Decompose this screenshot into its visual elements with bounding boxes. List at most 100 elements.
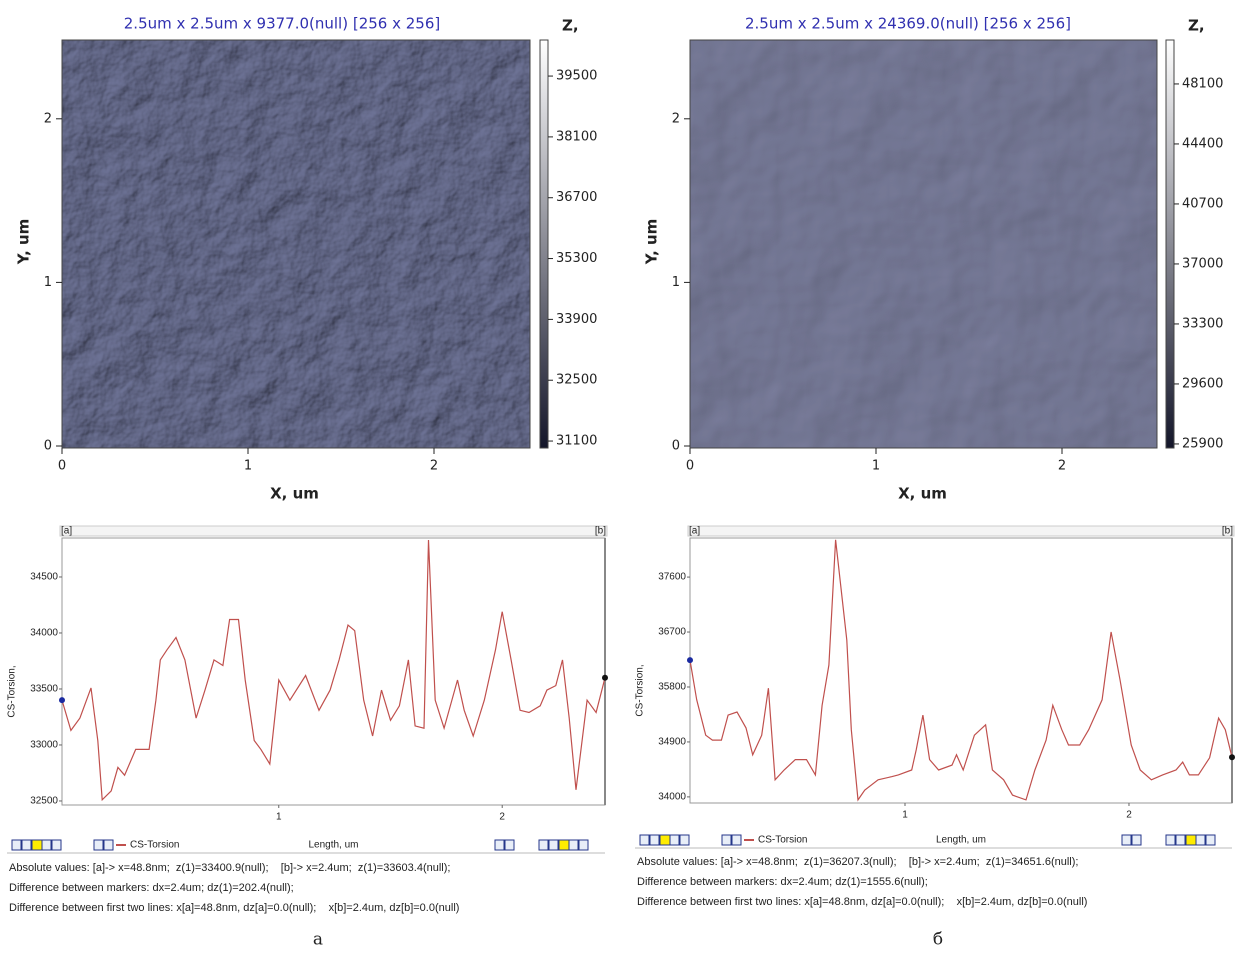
x-tick-label: 1 <box>872 459 880 474</box>
colorbar-tick-label: 29600 <box>1182 376 1223 391</box>
marker-a-label: [a] <box>61 526 72 537</box>
image-frame <box>61 39 531 449</box>
caption: б <box>933 930 943 950</box>
y-tick-label: 0 <box>672 439 680 454</box>
y-axis-label: CS-Torsion, <box>635 664 646 716</box>
y-tick-label: 34500 <box>30 572 58 583</box>
toolbar-button <box>649 834 660 846</box>
marker-b-label: [b] <box>595 526 606 537</box>
colorbar-tick-label: 40700 <box>1182 196 1223 211</box>
y-tick-label: 34000 <box>30 628 58 639</box>
colorbar-tick-label: 37000 <box>1182 256 1223 271</box>
colorbar-tick-label: 33300 <box>1182 316 1223 331</box>
x-tick-label: 2 <box>1058 459 1066 474</box>
x-tick-label: 1 <box>902 810 908 821</box>
toolbar-button <box>103 839 114 851</box>
toolbar-button <box>721 834 732 846</box>
toolbar-button <box>1121 834 1132 846</box>
y-tick-label: 33500 <box>30 684 58 695</box>
plot-area <box>61 537 606 806</box>
afm-image <box>62 40 530 448</box>
y-tick-label: 36700 <box>658 627 686 638</box>
x-tick-label: 1 <box>276 812 282 823</box>
x-tick-label: 2 <box>430 459 438 474</box>
status-line: Difference between markers: dx=2.4um; dz… <box>9 882 294 894</box>
colorbar-tick-label: 39500 <box>556 69 597 84</box>
y-axis-label: Y, um <box>15 219 33 266</box>
toolbar-button <box>578 839 589 851</box>
toolbar-button <box>538 839 549 851</box>
toolbar-button <box>1175 834 1186 846</box>
colorbar <box>1165 39 1175 449</box>
toolbar-button <box>51 839 62 851</box>
plot-area <box>689 537 1233 804</box>
x-tick-label: 1 <box>244 459 252 474</box>
toolbar-button <box>679 834 690 846</box>
y-tick-label: 0 <box>44 439 52 454</box>
toolbar-button <box>504 839 515 851</box>
toolbar-button <box>21 839 32 851</box>
x-tick-label: 2 <box>499 812 505 823</box>
profile-line <box>689 539 1233 802</box>
marker-b-point <box>602 674 608 681</box>
y-axis-label: Y, um <box>643 219 661 266</box>
marker-bar <box>687 525 1235 537</box>
toolbar-button <box>669 834 680 846</box>
toolbar-button <box>41 839 52 851</box>
marker-a-point <box>59 697 65 704</box>
x-tick-label: 0 <box>686 459 694 474</box>
profile-line <box>61 539 606 802</box>
x-axis-label: X, um <box>270 485 319 503</box>
y-tick-label: 37600 <box>658 572 686 583</box>
status-line: Difference between markers: dx=2.4um; dz… <box>637 876 928 888</box>
colorbar-label: Z, <box>1188 17 1205 35</box>
colorbar-tick-label: 44400 <box>1182 136 1223 151</box>
x-tick-label: 2 <box>1126 810 1132 821</box>
colorbar <box>539 39 549 449</box>
image-title: 2.5um x 2.5um x 9377.0(null) [256 x 256] <box>124 15 440 33</box>
colorbar-tick-label: 36700 <box>556 190 597 205</box>
colorbar-tick-label: 38100 <box>556 129 597 144</box>
toolbar-button <box>731 834 742 846</box>
colorbar-tick-label: 25900 <box>1182 436 1223 451</box>
colorbar-tick-label: 35300 <box>556 251 597 266</box>
y-tick-label: 1 <box>44 275 52 290</box>
marker-a-point <box>687 657 693 664</box>
toolbar-button <box>11 839 22 851</box>
y-tick-label: 35800 <box>658 682 686 693</box>
toolbar-button <box>568 839 579 851</box>
toolbar-button <box>1205 834 1216 846</box>
x-axis-label: X, um <box>898 485 947 503</box>
status-line: Absolute values: [a]-> x=48.8nm; z(1)=36… <box>637 856 1078 868</box>
y-tick-label: 34000 <box>658 792 686 803</box>
toolbar-button <box>1195 834 1206 846</box>
status-line: Difference between first two lines: x[a]… <box>637 896 1087 908</box>
toolbar-button <box>1131 834 1142 846</box>
toolbar-button <box>494 839 505 851</box>
image-title: 2.5um x 2.5um x 24369.0(null) [256 x 256… <box>745 15 1071 33</box>
y-tick-label: 2 <box>672 111 680 126</box>
toolbar-button <box>548 839 559 851</box>
y-axis-label: CS-Torsion, <box>7 665 18 717</box>
x-tick-label: 0 <box>58 459 66 474</box>
y-tick-label: 1 <box>672 275 680 290</box>
x-axis-label: Length, um <box>936 835 986 846</box>
colorbar-label: Z, <box>562 17 579 35</box>
status-line: Absolute values: [a]-> x=48.8nm; z(1)=33… <box>9 862 450 874</box>
colorbar-tick-label: 32500 <box>556 373 597 388</box>
y-tick-label: 32500 <box>30 796 58 807</box>
toolbar-button <box>93 839 104 851</box>
marker-a-label: [a] <box>689 526 700 537</box>
y-tick-label: 2 <box>44 111 52 126</box>
toolbar-button <box>639 834 650 846</box>
legend-label: CS-Torsion <box>130 840 179 851</box>
colorbar-tick-label: 48100 <box>1182 76 1223 91</box>
status-line: Difference between first two lines: x[a]… <box>9 902 459 914</box>
image-frame <box>689 39 1158 449</box>
x-axis-label: Length, um <box>308 840 358 851</box>
colorbar-tick-label: 31100 <box>556 434 597 449</box>
caption: а <box>313 930 323 950</box>
y-tick-label: 34900 <box>658 737 686 748</box>
legend-label: CS-Torsion <box>758 835 807 846</box>
